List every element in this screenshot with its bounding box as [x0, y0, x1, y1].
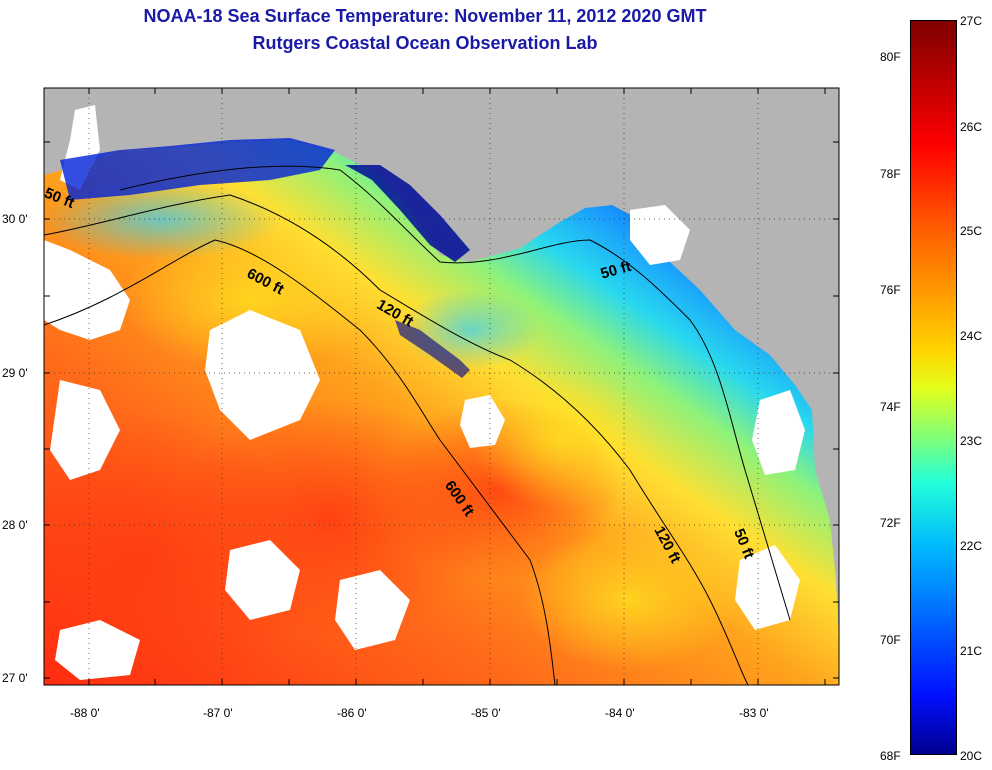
lat-label-27: 27 0': [2, 671, 28, 685]
axis-ticks: [44, 88, 839, 685]
temperature-colorbar: [910, 20, 957, 755]
colorbar-c-24: 24C: [960, 329, 983, 343]
colorbar-c-22: 22C: [960, 539, 983, 553]
depth-contours: [44, 165, 791, 685]
lon-label-83: -83 0': [739, 706, 769, 720]
lat-label-30: 30 0': [2, 212, 28, 226]
lon-label-88: -88 0': [70, 706, 100, 720]
colorbar-f-72: 72F: [880, 516, 901, 530]
colorbar-c-20: 20C: [960, 749, 983, 763]
lat-label-29: 29 0': [2, 366, 28, 380]
colorbar-c-27: 27C: [960, 14, 983, 28]
colorbar-c-25: 25C: [960, 224, 983, 238]
colorbar-c-21: 21C: [960, 644, 983, 658]
lon-label-87: -87 0': [203, 706, 233, 720]
map-subtitle: Rutgers Coastal Ocean Observation Lab: [252, 33, 598, 53]
colorbar-f-68: 68F: [880, 749, 901, 763]
colorbar-f-78: 78F: [880, 167, 901, 181]
colorbar-f-80: 80F: [880, 50, 901, 64]
lat-label-28: 28 0': [2, 518, 28, 532]
lon-label-84: -84 0': [605, 706, 635, 720]
colorbar-f-74: 74F: [880, 400, 901, 414]
lon-label-85: -85 0': [471, 706, 501, 720]
colorbar-c-26: 26C: [960, 120, 983, 134]
plot-frame: [43, 87, 840, 686]
colorbar-f-70: 70F: [880, 633, 901, 647]
colorbar-f-76: 76F: [880, 283, 901, 297]
map-title: NOAA-18 Sea Surface Temperature: Novembe…: [143, 6, 707, 26]
lon-label-86: -86 0': [337, 706, 367, 720]
cloud-mask: [44, 105, 805, 680]
colorbar-c-23: 23C: [960, 434, 983, 448]
